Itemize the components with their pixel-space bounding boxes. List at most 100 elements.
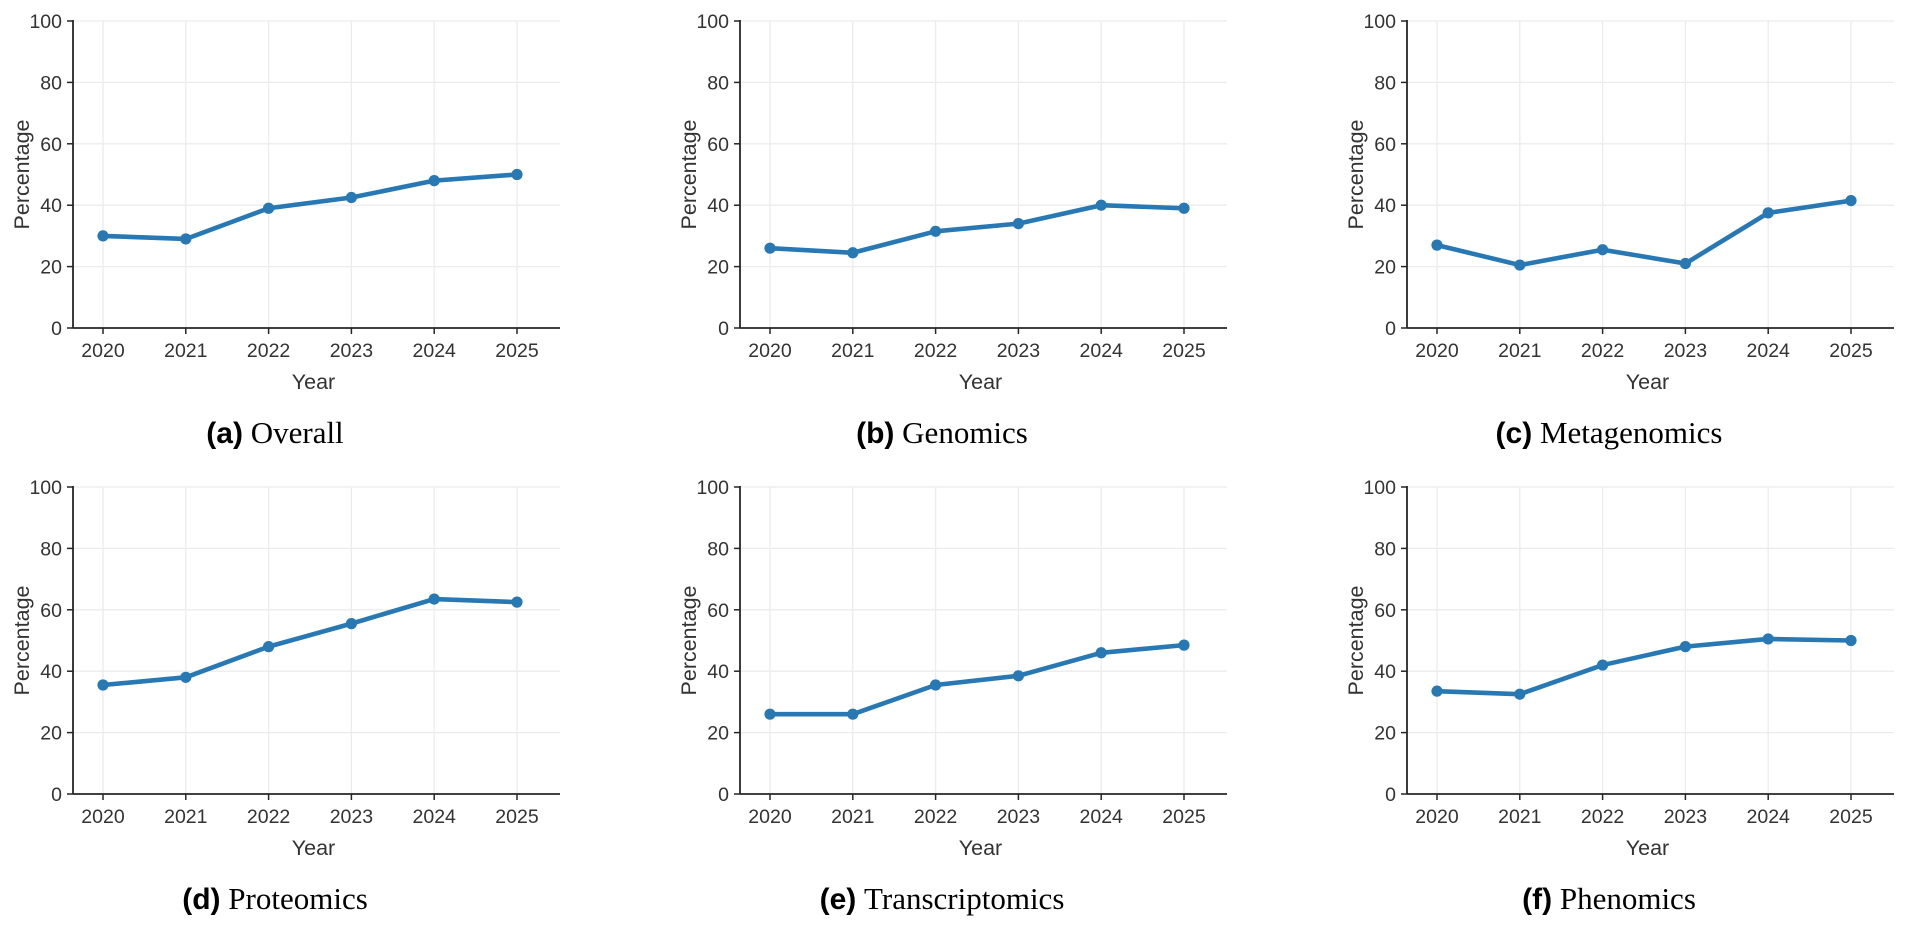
tick-marks bbox=[734, 486, 1185, 800]
tick-marks bbox=[1401, 486, 1852, 800]
data-point bbox=[847, 247, 859, 259]
tick-marks bbox=[67, 486, 518, 800]
subplot-b: 0 20 40 60 80 100 2020 2021 2022 2023 2024 2025 Year… bbox=[680, 7, 1240, 455]
svg-text:2021: 2021 bbox=[1498, 340, 1541, 362]
svg-text:2020: 2020 bbox=[81, 340, 125, 362]
svg-text:2024: 2024 bbox=[1080, 340, 1124, 362]
data-points bbox=[97, 593, 523, 691]
data-point bbox=[428, 175, 440, 187]
subplot-e: 0 20 40 60 80 100 2020 2021 2022 2023 2024 2025 Year… bbox=[680, 473, 1240, 921]
subplot-c: 0 20 40 60 80 100 2020 2021 2022 2023 2024 2025 Year… bbox=[1347, 7, 1907, 455]
data-point bbox=[345, 618, 357, 630]
y-axis-title: Percentage bbox=[1347, 120, 1368, 230]
axis-spines bbox=[1406, 486, 1894, 795]
data-point bbox=[1597, 244, 1609, 256]
y-tick-labels: 0 20 40 60 80 100 bbox=[696, 477, 729, 806]
svg-text:80: 80 bbox=[707, 538, 729, 560]
data-line bbox=[100, 596, 520, 688]
svg-text:100: 100 bbox=[1363, 11, 1396, 33]
svg-text:0: 0 bbox=[718, 784, 729, 806]
x-tick-labels: 2020 2021 2022 2023 2024 2025 bbox=[1415, 340, 1873, 362]
x-axis-title: Year bbox=[959, 836, 1002, 860]
line-chart-f: 0 20 40 60 80 100 2020 2021 2022 2023 2024 2025 Year… bbox=[1347, 477, 1894, 860]
data-points bbox=[97, 168, 523, 245]
y-axis-title: Percentage bbox=[13, 120, 34, 230]
svg-text:80: 80 bbox=[40, 538, 62, 560]
svg-text:60: 60 bbox=[707, 134, 729, 156]
data-points bbox=[1431, 633, 1857, 700]
data-point bbox=[1514, 259, 1526, 271]
subplot-f-caption: (f) Phenomics bbox=[1347, 877, 1907, 921]
y-axis-title: Percentage bbox=[680, 120, 701, 230]
svg-text:2024: 2024 bbox=[1747, 340, 1791, 362]
x-axis-title: Year bbox=[959, 370, 1002, 394]
data-point bbox=[930, 679, 942, 691]
svg-text:2021: 2021 bbox=[831, 340, 874, 362]
data-point bbox=[1845, 634, 1857, 647]
svg-text:2020: 2020 bbox=[748, 806, 792, 828]
caption-label: Overall bbox=[250, 415, 344, 450]
svg-text:100: 100 bbox=[29, 11, 62, 33]
data-point bbox=[1095, 199, 1107, 211]
svg-text:100: 100 bbox=[1363, 477, 1396, 499]
x-tick-labels: 2020 2021 2022 2023 2024 2025 bbox=[1415, 806, 1873, 828]
svg-text:2020: 2020 bbox=[1415, 806, 1459, 828]
data-point bbox=[97, 230, 109, 242]
caption-label: Genomics bbox=[902, 415, 1028, 450]
data-point bbox=[1178, 639, 1190, 651]
data-point bbox=[1431, 239, 1443, 251]
x-axis-title: Year bbox=[292, 370, 335, 394]
subplot-c-caption: (c) Metagenomics bbox=[1347, 411, 1907, 455]
data-point bbox=[1431, 685, 1443, 697]
data-point bbox=[1012, 218, 1024, 230]
data-point bbox=[511, 596, 523, 608]
data-point bbox=[1514, 688, 1526, 700]
svg-text:2021: 2021 bbox=[164, 806, 207, 828]
caption-letter: (d) bbox=[182, 883, 221, 916]
data-points bbox=[1431, 194, 1857, 271]
data-point bbox=[1762, 207, 1774, 219]
gridlines bbox=[73, 20, 560, 328]
svg-text:0: 0 bbox=[718, 318, 729, 340]
data-point bbox=[180, 233, 192, 245]
axis-spines bbox=[72, 486, 560, 795]
x-axis-title: Year bbox=[1626, 370, 1669, 394]
data-point bbox=[1178, 202, 1190, 214]
line-chart-a: 0 20 40 60 80 100 2020 2021 2022 2023 2024 2025 Year… bbox=[13, 11, 560, 394]
svg-text:60: 60 bbox=[1374, 134, 1396, 156]
caption-label: Metagenomics bbox=[1539, 415, 1723, 450]
data-point bbox=[1095, 647, 1107, 659]
svg-text:80: 80 bbox=[1374, 72, 1396, 94]
caption-label: Phenomics bbox=[1559, 881, 1696, 916]
subplot-d: 0 20 40 60 80 100 2020 2021 2022 2023 2024 2025 Year… bbox=[13, 473, 573, 921]
svg-text:2022: 2022 bbox=[1581, 340, 1624, 362]
svg-text:2020: 2020 bbox=[748, 340, 792, 362]
line-chart-e: 0 20 40 60 80 100 2020 2021 2022 2023 2024 2025 Year… bbox=[680, 477, 1227, 860]
data-point bbox=[1845, 194, 1857, 207]
svg-text:60: 60 bbox=[40, 600, 62, 622]
gridlines bbox=[740, 20, 1227, 328]
caption-label: Proteomics bbox=[228, 881, 368, 916]
svg-text:2022: 2022 bbox=[247, 340, 290, 362]
caption-letter: (b) bbox=[856, 417, 895, 450]
svg-text:40: 40 bbox=[1374, 661, 1396, 683]
y-tick-labels: 0 20 40 60 80 100 bbox=[696, 11, 729, 340]
axis-spines bbox=[739, 20, 1227, 329]
svg-text:0: 0 bbox=[1385, 784, 1396, 806]
data-line bbox=[100, 172, 520, 242]
gridlines bbox=[1407, 20, 1894, 328]
svg-text:100: 100 bbox=[696, 477, 729, 499]
data-point bbox=[1762, 633, 1774, 645]
svg-text:40: 40 bbox=[40, 661, 62, 683]
svg-text:2024: 2024 bbox=[413, 340, 457, 362]
subplot-e-caption: (e) Transcriptomics bbox=[680, 877, 1240, 921]
svg-text:2022: 2022 bbox=[914, 806, 957, 828]
data-points bbox=[764, 639, 1190, 720]
svg-text:100: 100 bbox=[29, 477, 62, 499]
svg-text:2023: 2023 bbox=[1664, 806, 1707, 828]
data-point bbox=[345, 191, 357, 204]
data-line bbox=[1434, 198, 1854, 268]
svg-text:2021: 2021 bbox=[164, 340, 207, 362]
svg-text:2025: 2025 bbox=[1829, 806, 1873, 828]
data-point bbox=[97, 679, 109, 691]
